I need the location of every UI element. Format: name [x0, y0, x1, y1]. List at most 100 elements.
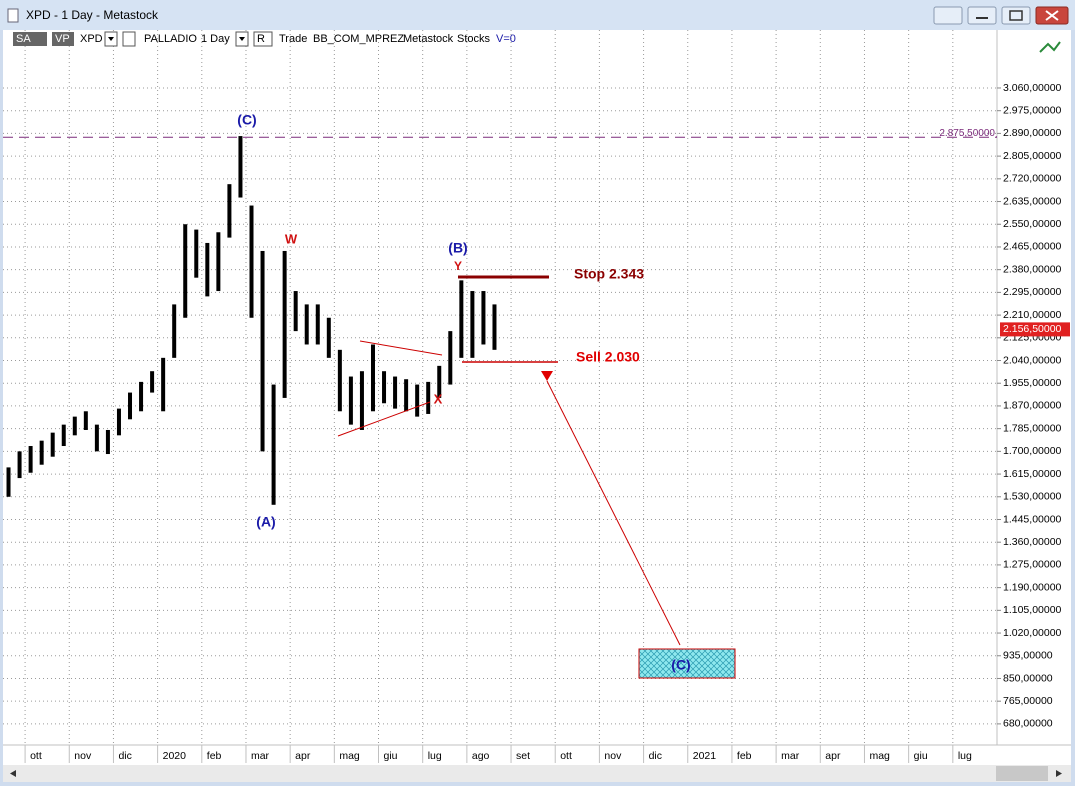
- trade-icon[interactable]: [1039, 41, 1061, 53]
- y-tick-label: 2.890,00000: [1003, 127, 1062, 139]
- price-bar: [238, 136, 243, 198]
- price-bar: [17, 451, 22, 479]
- price-bar: [348, 376, 353, 425]
- toolbar-item: Trade: [279, 33, 307, 45]
- target-zone: [638, 648, 736, 679]
- price-bar: [227, 184, 232, 238]
- x-tick-label: feb: [207, 750, 222, 762]
- price-bar: [150, 371, 155, 393]
- price-bar: [404, 379, 409, 412]
- wave-label: (C): [237, 112, 256, 128]
- vp-button[interactable]: [52, 32, 74, 46]
- scroll-right[interactable]: [1056, 770, 1062, 777]
- price-bar: [216, 232, 221, 292]
- y-tick-label: 1.020,00000: [1003, 627, 1062, 639]
- wave-label: X: [434, 391, 443, 406]
- scroll-left[interactable]: [10, 770, 16, 777]
- price-bar: [481, 291, 486, 345]
- y-tick-label: 1.700,00000: [1003, 445, 1062, 457]
- toolbar-item: VP: [55, 33, 70, 45]
- price-bar: [415, 384, 420, 417]
- price-bar: [382, 371, 387, 404]
- y-tick-label: 1.955,00000: [1003, 377, 1062, 389]
- y-tick-label: 1.870,00000: [1003, 400, 1062, 412]
- wave-label: (B): [448, 240, 467, 256]
- close-icon: [1045, 10, 1059, 21]
- price-bar: [83, 411, 88, 430]
- wave-label: W: [285, 231, 298, 246]
- grid-layer: [3, 30, 997, 745]
- last-price-box: [1000, 322, 1070, 337]
- chart-panel: [3, 30, 1071, 765]
- price-bar: [492, 304, 497, 350]
- dropdown-arrow: [239, 37, 245, 41]
- price-bar: [61, 424, 66, 447]
- y-tick-label: 935,00000: [1003, 650, 1053, 662]
- y-tick-label: 2.635,00000: [1003, 195, 1062, 207]
- price-bar: [128, 392, 133, 420]
- sell-label: Sell 2.030: [576, 349, 640, 365]
- x-tick-label: giu: [384, 750, 398, 762]
- sa-button[interactable]: [13, 32, 47, 46]
- price-bar: [459, 280, 464, 358]
- price-bar: [139, 381, 144, 412]
- price-bar: [448, 331, 453, 385]
- sell-arrow: [541, 371, 553, 381]
- x-tick-label: 2021: [693, 750, 717, 762]
- last-price-label: 2.156,50000: [1003, 323, 1062, 335]
- price-bar: [6, 467, 11, 497]
- price-bar: [337, 349, 342, 412]
- x-tick-label: apr: [825, 750, 841, 762]
- x-tick-label: mag: [339, 750, 360, 762]
- y-tick-label: 3.060,00000: [1003, 82, 1062, 94]
- price-bar: [370, 344, 375, 412]
- y-tick-label: 2.975,00000: [1003, 104, 1062, 116]
- y-tick-label: 2.040,00000: [1003, 354, 1062, 366]
- x-tick-label: nov: [74, 750, 92, 762]
- y-tick-label: 2.465,00000: [1003, 241, 1062, 253]
- x-tick-label: feb: [737, 750, 752, 762]
- price-bar: [271, 384, 276, 505]
- restore-layout-button[interactable]: [933, 6, 963, 25]
- x-tick-label: 2020: [163, 750, 187, 762]
- y-tick-label: 1.530,00000: [1003, 491, 1062, 503]
- triangle-upper: [359, 340, 443, 356]
- price-bar: [39, 440, 44, 465]
- window-icon: [7, 8, 19, 23]
- projection-line: [546, 380, 681, 646]
- x-tick-label: ott: [30, 750, 42, 762]
- y-tick-label: 2.295,00000: [1003, 286, 1062, 298]
- x-tick-label: lug: [958, 750, 972, 762]
- price-bar: [28, 446, 33, 473]
- x-tick-label: dic: [118, 750, 131, 762]
- toolbar-item: SA: [16, 33, 31, 45]
- price-bar: [249, 205, 254, 318]
- price-bar: [293, 291, 298, 332]
- price-bar: [94, 424, 99, 452]
- minimize-button[interactable]: [967, 6, 997, 25]
- toolbar-item: XPD: [80, 33, 103, 45]
- price-bar: [183, 224, 188, 318]
- wave-label: Y: [454, 259, 462, 273]
- price-bar: [315, 304, 320, 345]
- toolbar-item: PALLADIO: [144, 33, 197, 45]
- security-dropdown[interactable]: [122, 31, 136, 47]
- bars-layer: [6, 136, 497, 505]
- price-bar: [50, 432, 55, 457]
- price-bar: [260, 250, 265, 452]
- price-bar: [437, 365, 442, 398]
- toolbar-item: R: [257, 33, 265, 45]
- toolbar-item: 1 Day: [201, 33, 230, 45]
- scrollbar[interactable]: [3, 765, 1071, 782]
- price-bar: [393, 376, 398, 409]
- y-tick-label: 765,00000: [1003, 695, 1053, 707]
- y-tick-label: 1.615,00000: [1003, 468, 1062, 480]
- maximize-button[interactable]: [1001, 6, 1031, 25]
- toolbar-item: BB_COM_MPREZ: [313, 33, 404, 45]
- y-tick-label: 2.380,00000: [1003, 263, 1062, 275]
- price-bar: [426, 381, 431, 414]
- y-tick-label: 1.360,00000: [1003, 536, 1062, 548]
- scroll-thumb[interactable]: [996, 766, 1048, 781]
- price-bar: [282, 250, 287, 398]
- refresh-dropdown[interactable]: [253, 31, 273, 47]
